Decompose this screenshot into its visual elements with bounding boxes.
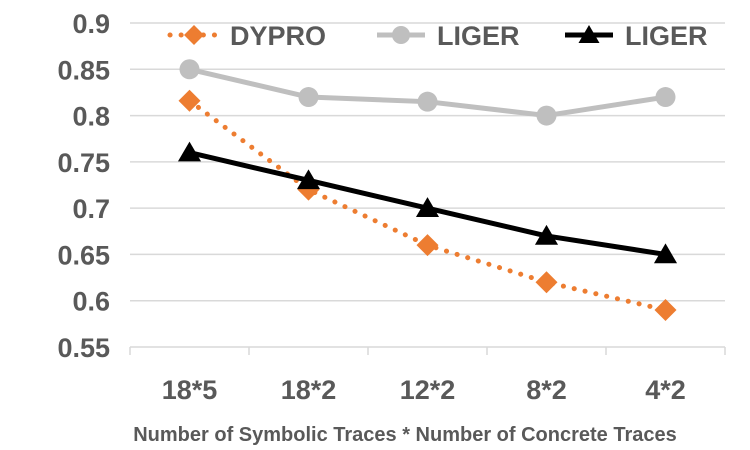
- x-tick-label: 18*2: [281, 375, 337, 405]
- y-axis-ticks: 0.55 0.6 0.65 0.7 0.75 0.8 0.85 0.9: [57, 9, 110, 363]
- series-1: [178, 89, 677, 321]
- series-2: [179, 59, 676, 126]
- y-tick-label: 0.55: [57, 333, 110, 363]
- series-3: [177, 141, 678, 264]
- point-marker: [654, 298, 677, 321]
- legend-label: DYPRO: [230, 21, 326, 51]
- y-tick-label: 0.85: [57, 55, 110, 85]
- legend: DYPRO LIGER LIGER: [167, 21, 708, 51]
- x-axis: [129, 346, 726, 355]
- legend-item-3: LIGER: [565, 21, 708, 51]
- x-axis-ticks: 18*5 18*2 12*2 8*2 4*2: [162, 375, 686, 405]
- point-marker: [578, 25, 600, 43]
- point-marker: [655, 87, 676, 108]
- y-tick-label: 0.7: [72, 194, 110, 224]
- x-tick-label: 12*2: [400, 375, 456, 405]
- point-marker: [298, 87, 319, 108]
- legend-item-2: LIGER: [377, 21, 520, 51]
- point-marker: [536, 105, 557, 126]
- point-marker: [653, 243, 678, 264]
- point-marker: [535, 271, 558, 294]
- x-tick-label: 4*2: [645, 375, 686, 405]
- point-marker: [296, 169, 321, 190]
- legend-item-1: DYPRO: [167, 21, 326, 51]
- point-marker: [178, 89, 201, 112]
- point-marker: [415, 197, 440, 217]
- legend-label: LIGER: [437, 21, 520, 51]
- x-tick-label: 8*2: [526, 375, 567, 405]
- y-tick-label: 0.65: [57, 240, 110, 270]
- x-axis-label: Number of Symbolic Traces * Number of Co…: [133, 424, 677, 446]
- legend-label: LIGER: [625, 21, 708, 51]
- y-tick-label: 0.75: [57, 148, 110, 178]
- point-marker: [392, 26, 410, 44]
- x-tick-label: 18*5: [162, 375, 218, 405]
- point-marker: [179, 59, 200, 80]
- series-layer: [177, 59, 678, 321]
- y-tick-label: 0.8: [72, 102, 110, 132]
- point-marker: [184, 25, 204, 45]
- point-marker: [416, 234, 439, 257]
- point-marker: [177, 141, 202, 162]
- point-marker: [534, 224, 559, 245]
- point-marker: [417, 91, 438, 112]
- y-tick-label: 0.9: [72, 9, 110, 39]
- y-tick-label: 0.6: [72, 287, 110, 317]
